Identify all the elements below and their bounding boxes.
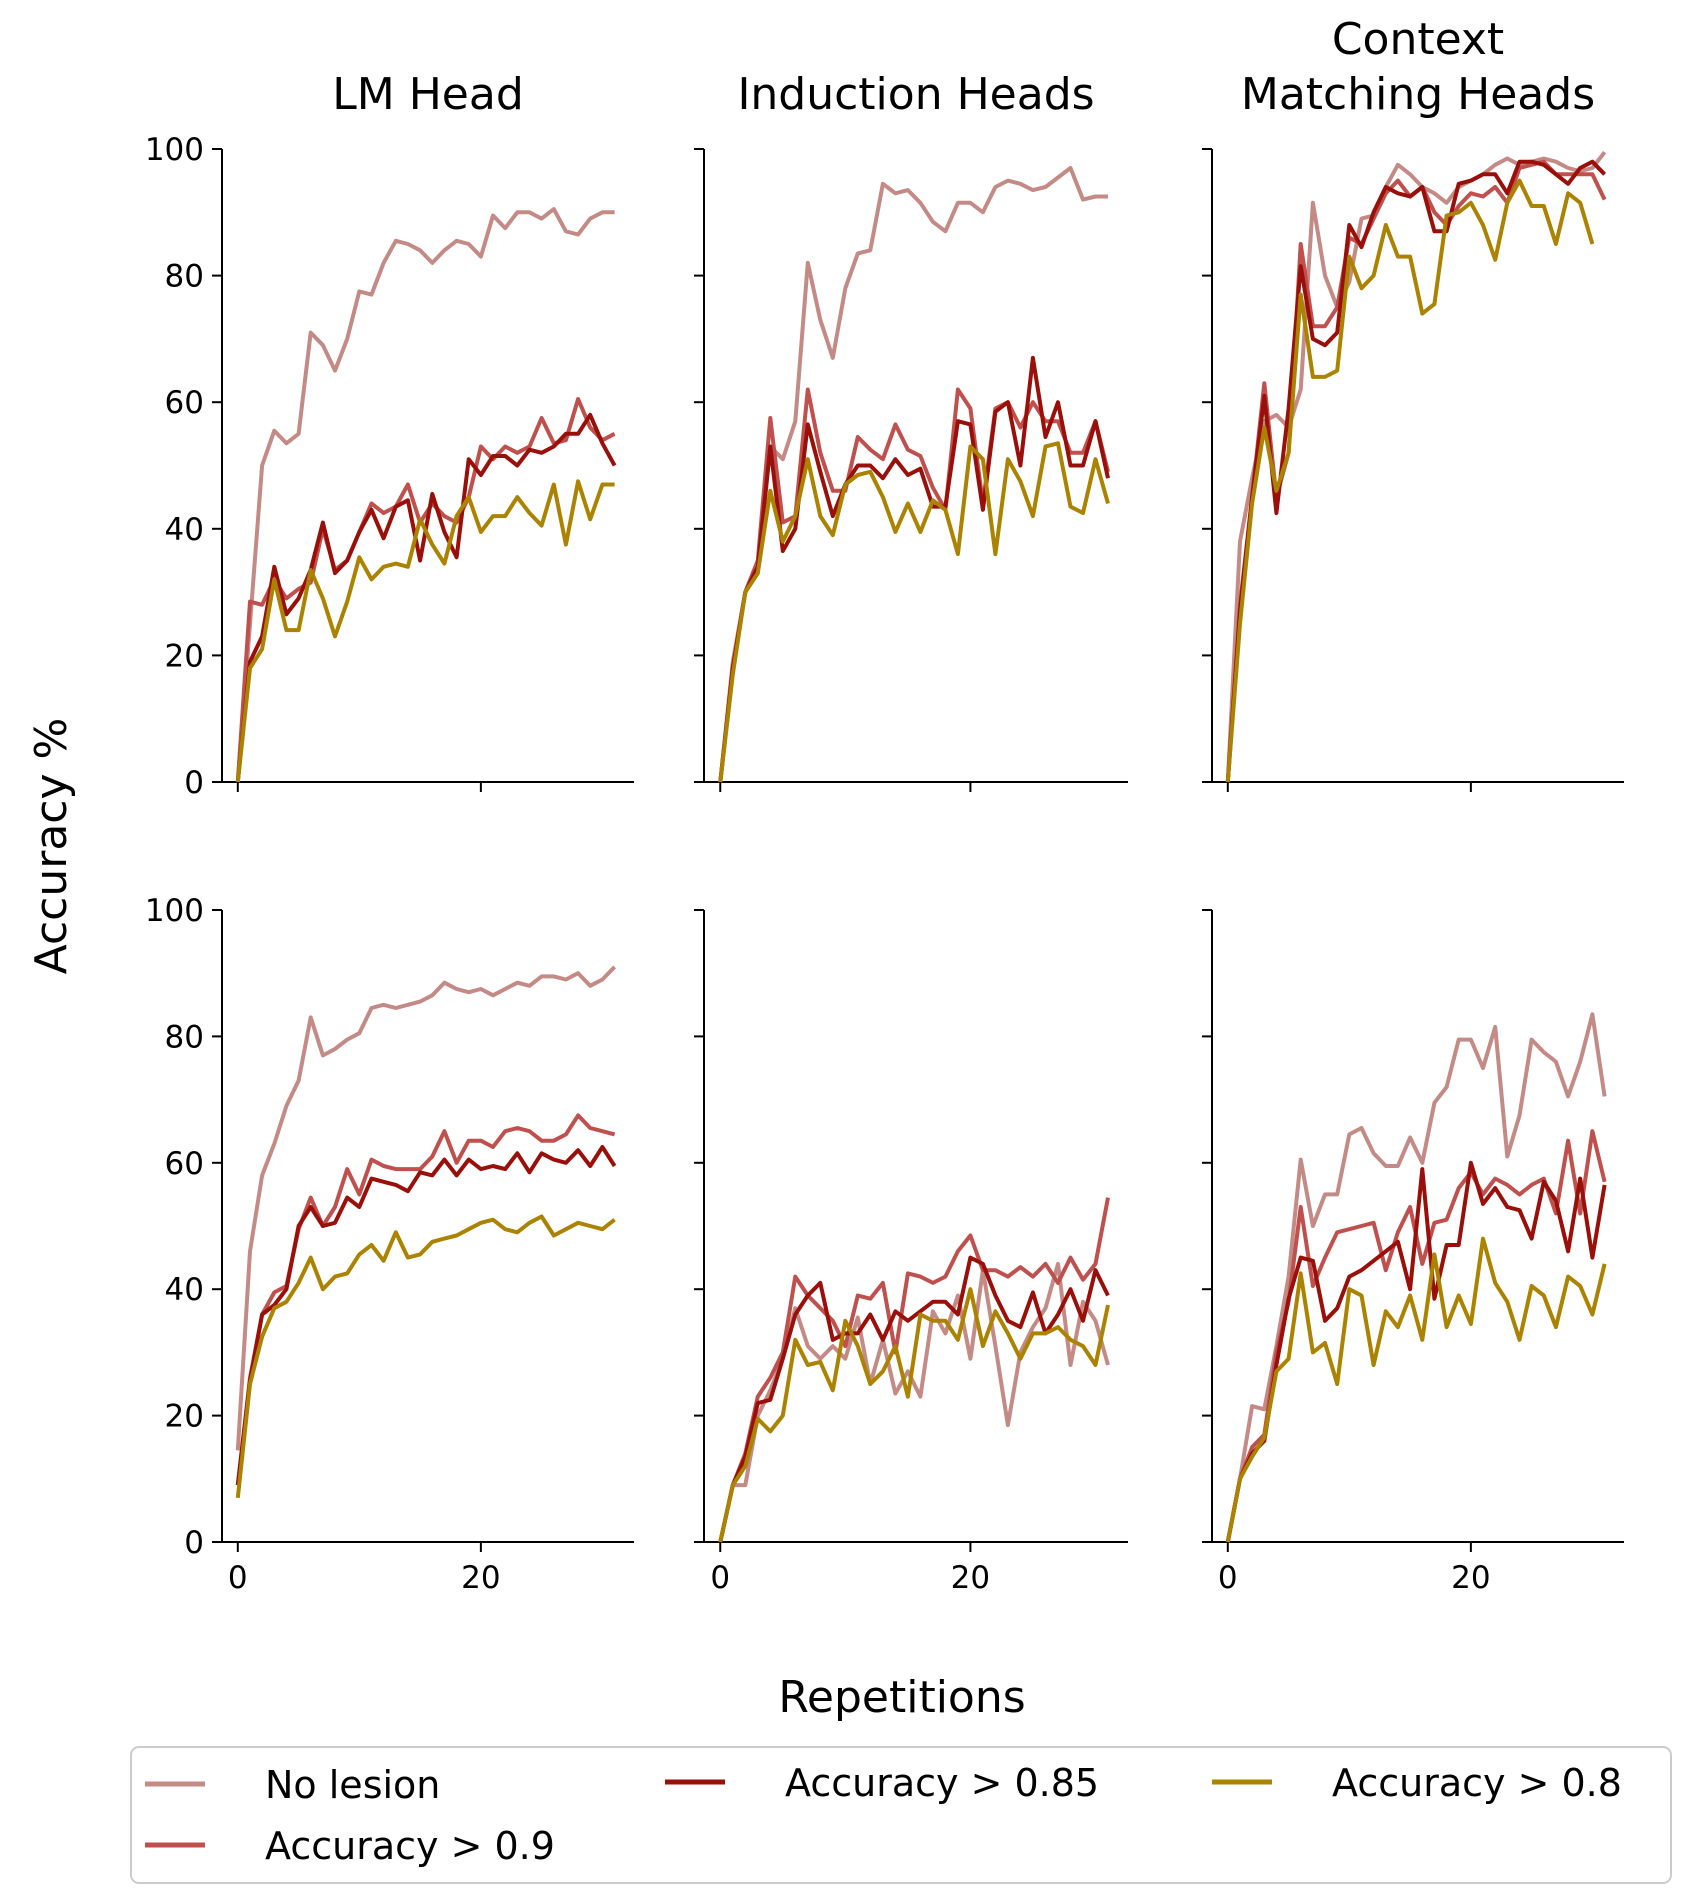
- y-tick-label: 80: [165, 1019, 204, 1055]
- y-tick-label: 100: [145, 893, 204, 929]
- y-tick-label: 0: [184, 1525, 204, 1561]
- series-line: [1225, 1160, 1607, 1543]
- series-line: [1225, 1236, 1607, 1543]
- y-axis-label: Accuracy %: [26, 718, 77, 975]
- x-axis-label: Repetitions: [778, 1672, 1025, 1723]
- y-tick-label: 0: [184, 765, 204, 801]
- panel-1: Induction Heads: [694, 69, 1128, 792]
- panel-4: 0 20: [694, 909, 1128, 1596]
- legend-box: [130, 1746, 1672, 1884]
- series-line: [718, 387, 1110, 783]
- x-tick-label: 20: [461, 1560, 500, 1596]
- series-line: [718, 1287, 1110, 1543]
- series-line: [1225, 1129, 1607, 1543]
- legend-entry: Accuracy > 0.9: [265, 1824, 555, 1868]
- series-line: [718, 1255, 1110, 1543]
- x-tick-label: 20: [1451, 1560, 1490, 1596]
- panel-5: 0 20: [1202, 909, 1624, 1596]
- series-line: [235, 1214, 616, 1499]
- series-line: [718, 441, 1110, 783]
- series-line: [235, 479, 615, 783]
- y-tick-label: 40: [165, 1272, 204, 1308]
- y-tick-label: 60: [165, 385, 204, 421]
- y-tick-label: 100: [145, 132, 204, 168]
- panel-3: 0 20 40 60 80 100 0 20: [145, 893, 634, 1596]
- y-tick-label: 80: [165, 259, 204, 295]
- series-line: [718, 355, 1110, 783]
- series-line: [235, 207, 615, 783]
- series-line: [1225, 159, 1607, 783]
- series-line: [718, 1261, 1110, 1543]
- legend-entry: Accuracy > 0.85: [785, 1761, 1099, 1805]
- x-tick-label: 0: [710, 1560, 730, 1596]
- x-tick-label: 0: [1218, 1560, 1238, 1596]
- series-line: [718, 166, 1108, 783]
- panel-title: Matching Heads: [1241, 69, 1595, 120]
- series-line: [235, 1145, 617, 1486]
- series-line: [235, 965, 617, 1451]
- y-tick-label: 40: [165, 512, 204, 548]
- series-line: [235, 397, 616, 783]
- panel-title: Context: [1332, 14, 1504, 65]
- panels: 0 20 40 60 80 100 LM Head Induction Heads Contex…: [145, 14, 1624, 1596]
- series-line: [1225, 1012, 1607, 1543]
- x-tick-label: 0: [228, 1560, 248, 1596]
- x-tick-label: 20: [951, 1560, 990, 1596]
- panel-title: Induction Heads: [737, 69, 1094, 120]
- y-tick-label: 20: [165, 1399, 204, 1435]
- legend: No lesion Accuracy > 0.9 Accuracy > 0.85 Ac…: [130, 1746, 1672, 1884]
- legend-entry: No lesion: [265, 1763, 440, 1807]
- legend-entry: Accuracy > 0.8: [1332, 1761, 1622, 1805]
- y-tick-label: 20: [165, 638, 204, 674]
- panel-0: 0 20 40 60 80 100 LM Head: [145, 69, 634, 801]
- series-line: [235, 1113, 616, 1486]
- series-line: [1225, 178, 1595, 783]
- series-line: [718, 1197, 1110, 1543]
- y-tick-label: 60: [165, 1146, 204, 1182]
- panel-title: LM Head: [332, 69, 524, 120]
- series-line: [235, 412, 617, 783]
